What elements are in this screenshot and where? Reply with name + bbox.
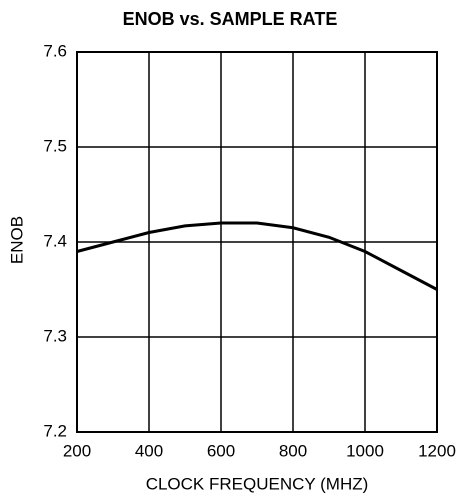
x-tick-label: 800 [279, 441, 307, 460]
y-tick-label: 7.6 [43, 41, 67, 60]
y-axis-label: ENOB [7, 216, 26, 264]
x-tick-label: 200 [63, 441, 91, 460]
x-axis-label: CLOCK FREQUENCY (MHZ) [146, 474, 369, 493]
x-tick-label: 400 [135, 441, 163, 460]
y-tick-label: 7.4 [43, 231, 67, 250]
data-line [76, 221, 438, 291]
y-tick-label: 7.2 [43, 421, 67, 440]
x-tick-label: 1000 [346, 441, 384, 460]
y-tick-label: 7.5 [43, 136, 67, 155]
y-tick-label: 7.3 [43, 326, 67, 345]
plot-frame [76, 51, 438, 433]
chart-title: ENOB vs. SAMPLE RATE [123, 9, 338, 29]
x-tick-label: 600 [207, 441, 235, 460]
x-tick-label: 1200 [418, 441, 456, 460]
